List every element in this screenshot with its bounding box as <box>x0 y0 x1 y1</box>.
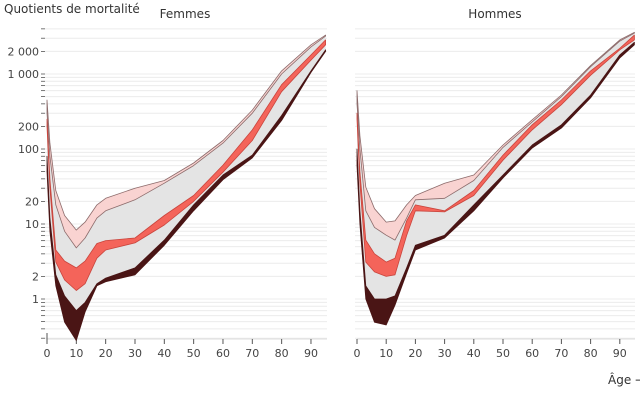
x-tick-label: 60 <box>216 347 230 360</box>
x-axis-title: Âge → <box>608 372 640 387</box>
x-tick-label: 50 <box>187 347 201 360</box>
y-tick-label: 1 <box>32 293 39 306</box>
x-tick-label: 90 <box>613 347 627 360</box>
x-tick-label: 40 <box>467 347 481 360</box>
grey-band <box>357 32 635 326</box>
x-tick-label: 80 <box>275 347 289 360</box>
pink-band <box>46 34 326 249</box>
red-band <box>46 39 326 291</box>
panel-hommes: Hommes 0 10 20 30 40 50 60 70 80 90 <box>354 7 635 360</box>
x-tick-label: 10 <box>379 347 393 360</box>
y-tick-label: 10 <box>25 218 39 231</box>
x-tick-label: 40 <box>157 347 171 360</box>
panel-title: Femmes <box>160 7 211 21</box>
x-tick-label: 50 <box>496 347 510 360</box>
grey-band <box>47 35 326 341</box>
x-tick-label: 70 <box>554 347 568 360</box>
red-band <box>356 34 635 277</box>
y-tick-label: 200 <box>18 120 39 133</box>
x-tick-label: 30 <box>438 347 452 360</box>
dark-band <box>46 49 326 341</box>
y-tick-label: 20 <box>25 195 39 208</box>
y-tick-label: 2 <box>32 270 39 283</box>
panel-femmes: Femmes 1 2 10 20 100 200 1 000 2 000 0 10 20 30 40 50 6… <box>8 7 327 360</box>
x-tick-label: 0 <box>354 347 361 360</box>
x-tick-label: 0 <box>44 347 51 360</box>
pink-band <box>356 31 635 241</box>
x-tick-label: 90 <box>304 347 318 360</box>
y-axis-title: Quotients de mortalité <box>4 2 140 16</box>
y-tick-label: 1 000 <box>8 68 40 81</box>
x-tick-label: 10 <box>69 347 83 360</box>
panel-title: Hommes <box>468 7 521 21</box>
x-tick-label: 20 <box>99 347 113 360</box>
y-tick-label: 2 000 <box>8 45 40 58</box>
x-tick-label: 60 <box>525 347 539 360</box>
dark-band <box>356 41 635 326</box>
x-tick-label: 20 <box>408 347 422 360</box>
x-tick-label: 80 <box>584 347 598 360</box>
y-tick-label: 100 <box>18 143 39 156</box>
x-tick-label: 70 <box>245 347 259 360</box>
x-tick-label: 30 <box>128 347 142 360</box>
